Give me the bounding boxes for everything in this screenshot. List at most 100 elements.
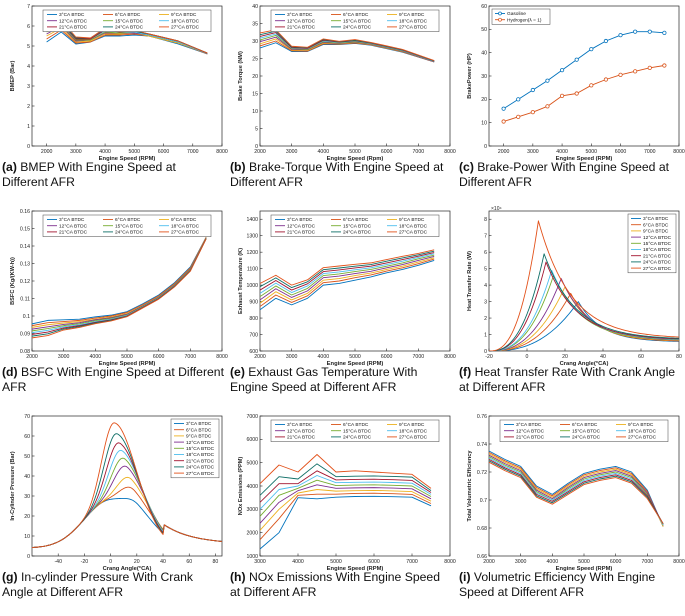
x-tick-label: 3000 [70, 149, 82, 155]
y-tick-label: 3 [27, 84, 30, 90]
y-tick-label: 6 [27, 24, 30, 30]
series-line [260, 484, 432, 524]
figure-caption-i: (i) Volumetric Efficiency With Engine Sp… [459, 570, 681, 600]
series-line [489, 261, 679, 351]
x-tick-label: 2000 [254, 149, 266, 155]
y-tick-label: 1000 [246, 283, 258, 289]
legend-label: 27°CA BTDC [628, 435, 657, 441]
legend-box [270, 9, 440, 32]
caption-text: BMEP With Engine Speed at Different AFR [2, 160, 176, 189]
y-tick-label: 7000 [246, 414, 258, 420]
x-tick-label: 7000 [406, 559, 418, 565]
legend-label: 27°CA BTDC [399, 230, 428, 236]
series-group [260, 249, 435, 311]
y-tick-label: 0.66 [477, 554, 487, 560]
x-tick-label: 6000 [610, 559, 622, 565]
y-axis-label: Brake Torque (NM) [238, 51, 244, 101]
x-tick-label: 60 [186, 559, 192, 565]
y-tick-label: 0.09 [20, 331, 30, 337]
series-point [633, 29, 638, 34]
caption-text: Brake-Power With Engine Speed at Differe… [459, 160, 670, 189]
series-line [489, 253, 679, 351]
legend-label: 21°CA BTDC [59, 25, 88, 31]
y-tick-label: 800 [249, 316, 258, 322]
legend-label: 12°CA BTDC [516, 428, 545, 434]
x-tick-label: 0 [109, 559, 112, 565]
legend-label: 12°CA BTDC [643, 235, 672, 241]
y-tick-label: 30 [481, 74, 487, 80]
legend-label: 18°CA BTDC [628, 428, 657, 434]
series-point [589, 83, 594, 88]
legend-label: 6°CA BTDC [572, 422, 598, 428]
chart-h: 3000 4000 5000 6000 7000 8000 1000 2000 3000 4000… [238, 414, 456, 572]
chart-panel-i: 2000 3000 4000 5000 6000 7000 8000 0.66 0.68 0.7 0… [457, 410, 685, 615]
x-tick-label: 6000 [615, 149, 627, 155]
legend-label: 15°CA BTDC [343, 428, 372, 434]
chart-panel-f: -20 0 20 40 60 80 0 1 2 3 4 5 6 7 8 ×10⁴ Crang Angle(°CA… [457, 205, 685, 410]
legend-box [270, 214, 440, 237]
x-tick-label: 8000 [444, 354, 456, 360]
figure-caption-f: (f) Heat Transfer Rate With Crank Angle … [459, 365, 681, 395]
plot-area [488, 5, 680, 147]
y-tick-label: 0.14 [20, 244, 30, 250]
series-point [545, 78, 550, 83]
y-axis-label: BrakePower (HP) [467, 53, 473, 99]
y-tick-label: 4 [484, 283, 487, 289]
chart-i: 2000 3000 4000 5000 6000 7000 8000 0.66 0.68 0.7 0… [467, 414, 685, 572]
series-line [260, 254, 435, 298]
series-point [516, 114, 521, 119]
caption-label: (e) [230, 365, 245, 379]
series-line [32, 237, 207, 325]
x-tick-label: 4000 [292, 559, 304, 565]
x-axis-label: Engine Speed (RPM) [99, 156, 156, 162]
legend-label: 21°CA BTDC [186, 458, 215, 464]
series-line [260, 495, 432, 550]
x-tick-label: 20 [134, 559, 140, 565]
y-tick-label: 35 [252, 21, 258, 27]
series-point [618, 72, 623, 77]
series-line [260, 256, 435, 301]
legend-label: 21°CA BTDC [59, 230, 88, 236]
series-point [633, 69, 638, 74]
y-tick-label: 0.16 [20, 209, 30, 215]
y-tick-label: 5000 [246, 460, 258, 466]
legend-label: 9°CA BTDC [643, 229, 669, 235]
legend-label: 3°CA BTDC [59, 217, 85, 223]
y-axis-label: Heat Transfer Rate (W) [467, 251, 473, 311]
chart-panel-a: 2000 3000 4000 5000 6000 7000 8000 0 1 2 3 4 5 6 7 Engi… [0, 0, 228, 205]
series-line [32, 237, 207, 327]
x-tick-label: 60 [638, 354, 644, 360]
chart-panel-d: 2000 3000 4000 5000 6000 7000 8000 0.08 0.09 0.1 0… [0, 205, 228, 410]
y-tick-label: 30 [252, 39, 258, 45]
x-tick-label: 8000 [216, 354, 228, 360]
figure-caption-b: (b) Brake-Torque With Engine Speed at Di… [230, 160, 452, 190]
legend-label: 21°CA BTDC [287, 435, 316, 441]
y-tick-label: 0.08 [20, 349, 30, 355]
x-tick-label: 5000 [578, 559, 590, 565]
legend-label: 12°CA BTDC [59, 223, 88, 229]
y-tick-label: 0.7 [480, 498, 487, 504]
y-tick-label: 1400 [246, 217, 258, 223]
legend-label: 24°CA BTDC [343, 230, 372, 236]
series-line [489, 459, 664, 525]
chart-panel-h: 3000 4000 5000 6000 7000 8000 1000 2000 3000 4000… [228, 410, 456, 615]
chart-b: 2000 3000 4000 5000 6000 7000 8000 0 5 10 15 20 25 30… [238, 4, 456, 162]
y-tick-label: 700 [249, 332, 258, 338]
series-line [489, 461, 664, 525]
legend-label: 24°CA BTDC [572, 435, 601, 441]
series-group [32, 237, 207, 339]
series-line [489, 453, 664, 527]
legend-label: 12°CA BTDC [59, 18, 88, 24]
x-tick-label: 5000 [349, 149, 361, 155]
series-line [260, 463, 432, 496]
x-tick-label: 7000 [644, 149, 656, 155]
caption-label: (a) [2, 160, 17, 174]
y-tick-label: 70 [24, 414, 30, 420]
x-tick-label: 6000 [368, 559, 380, 565]
series-line [260, 249, 435, 286]
y-exponent-label: ×10⁴ [491, 206, 502, 212]
y-tick-label: 20 [24, 514, 30, 520]
series-line [489, 301, 679, 351]
y-tick-label: 60 [24, 434, 30, 440]
